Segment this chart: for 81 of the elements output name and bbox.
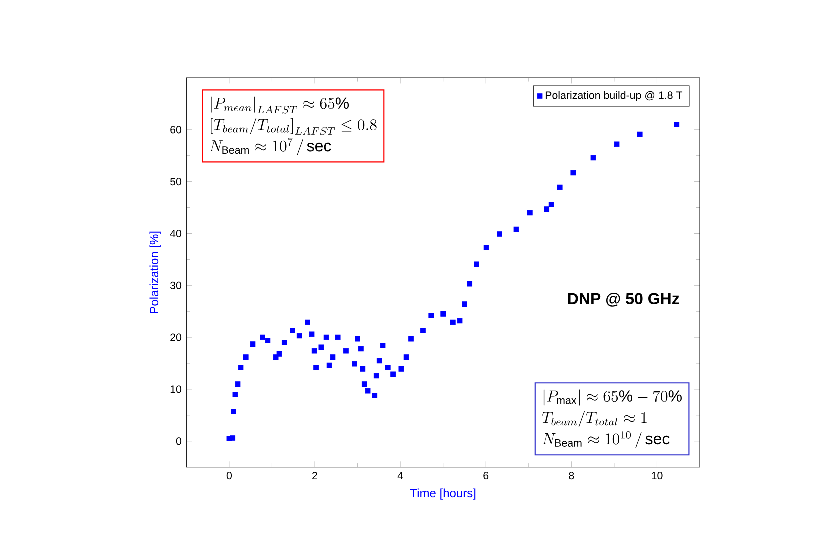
point — [544, 206, 550, 212]
point — [408, 336, 414, 342]
y-axis-title: Polarization [%] — [150, 232, 161, 314]
y-tick-label: 30 — [170, 282, 182, 290]
point — [238, 364, 244, 370]
point — [314, 364, 319, 370]
point — [243, 354, 249, 360]
annotation: $T_{beam}/T_{total} \approx 1$ — [542, 411, 647, 428]
point — [428, 313, 434, 318]
y-tick-label: 60 — [170, 126, 182, 134]
point — [324, 334, 330, 340]
point — [276, 351, 282, 357]
x-tick-label: 4 — [398, 472, 404, 480]
point — [282, 340, 288, 346]
point — [404, 354, 410, 360]
point — [358, 346, 364, 352]
x-tick-label: 8 — [569, 472, 574, 480]
point — [330, 354, 336, 360]
point — [637, 132, 643, 138]
annotation: $N_{\mathrm{Beam}} \approx 10^{10}\,/\,\mathrm{sec}$ — [542, 432, 670, 448]
point — [326, 362, 332, 368]
point — [570, 170, 576, 176]
annotation: DNP @ 50 GHz — [568, 293, 680, 307]
y-tick-label: 20 — [170, 334, 182, 342]
x-tick-label: 10 — [652, 472, 663, 480]
point — [372, 393, 378, 398]
y-tick-label: 40 — [170, 230, 182, 238]
point — [390, 372, 396, 378]
point — [296, 333, 302, 339]
point — [462, 302, 468, 308]
point — [450, 320, 456, 326]
point — [467, 281, 473, 287]
point — [318, 344, 324, 350]
legend-label: Polarization build-up @ 1.8 T — [546, 91, 683, 102]
point — [440, 312, 446, 317]
point — [590, 155, 596, 161]
point — [309, 332, 315, 338]
x-tick-label: 2 — [312, 472, 318, 480]
point — [235, 382, 241, 387]
point — [232, 392, 238, 398]
point — [365, 388, 371, 394]
point — [398, 366, 404, 372]
point — [355, 336, 360, 342]
x-axis-title: Time [hours] — [410, 488, 476, 500]
point — [312, 348, 318, 354]
point — [484, 245, 490, 250]
x-tick-label: 0 — [226, 472, 232, 480]
point — [362, 382, 368, 387]
y-tick-label: 50 — [170, 178, 182, 186]
x-tick-label: 6 — [484, 472, 489, 480]
point — [344, 348, 349, 354]
point — [380, 343, 386, 349]
point — [514, 226, 520, 232]
point — [674, 122, 680, 128]
point — [497, 232, 502, 237]
point — [474, 262, 480, 268]
annotation: $\left[T_{beam}/T_{total}\right]_{LAFST} \leq 0.8$ — [211, 118, 377, 136]
point — [352, 361, 358, 367]
point — [385, 364, 391, 370]
point — [265, 338, 271, 344]
point — [305, 320, 310, 326]
y-tick-label: 10 — [170, 386, 182, 394]
annotation: $\left|P_{\max}\right| \approx 65\% - 70\%$ — [544, 390, 682, 406]
point — [528, 210, 533, 216]
point — [376, 358, 382, 364]
annotation: $\left|P_{mean}\right|_{LAFST} \approx 65\%$ — [211, 96, 350, 114]
point — [230, 436, 236, 441]
point — [557, 184, 563, 190]
point — [260, 334, 266, 340]
y-tick-label: 0 — [176, 438, 182, 446]
point — [614, 142, 620, 148]
point — [231, 409, 236, 414]
point — [250, 342, 256, 347]
point — [335, 334, 341, 340]
point — [360, 366, 366, 372]
point — [457, 318, 463, 324]
annotation: $N_{\mathrm{Beam}} \approx 10^{7}\,/\,\mathrm{sec}$ — [210, 138, 332, 156]
point — [420, 328, 426, 334]
point — [548, 202, 554, 208]
point — [290, 328, 296, 334]
point — [374, 373, 380, 379]
